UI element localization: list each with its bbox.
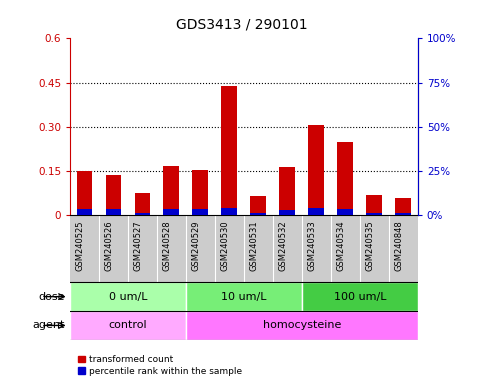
Bar	[280, 167, 296, 215]
Text: GDS3413 / 290101: GDS3413 / 290101	[176, 17, 307, 31]
Text: 0 um/L: 0 um/L	[109, 291, 147, 302]
Bar	[222, 208, 238, 215]
Text: GSM240848: GSM240848	[394, 220, 403, 271]
Text: GSM240532: GSM240532	[278, 220, 287, 271]
Text: GSM240533: GSM240533	[307, 220, 316, 271]
Text: 10 um/L: 10 um/L	[221, 291, 267, 302]
Bar	[222, 86, 238, 215]
Text: GSM240526: GSM240526	[104, 220, 114, 271]
Text: GSM240529: GSM240529	[191, 220, 200, 271]
Bar	[309, 125, 325, 215]
Bar	[164, 167, 180, 215]
Bar	[193, 170, 209, 215]
Bar	[106, 209, 122, 215]
Bar	[396, 213, 412, 215]
Text: GSM240530: GSM240530	[220, 220, 229, 271]
Text: GSM240525: GSM240525	[75, 220, 85, 271]
Bar	[309, 208, 325, 215]
Bar	[186, 282, 302, 311]
Bar	[186, 311, 418, 340]
Bar	[367, 195, 383, 215]
Bar	[135, 193, 151, 215]
Text: control: control	[109, 320, 147, 331]
Bar	[193, 209, 209, 215]
Text: GSM240531: GSM240531	[249, 220, 258, 271]
Bar	[302, 282, 418, 311]
Bar	[338, 209, 354, 215]
Bar	[338, 142, 354, 215]
Bar	[77, 172, 93, 215]
Bar	[77, 209, 93, 215]
Text: 100 um/L: 100 um/L	[334, 291, 386, 302]
Bar	[70, 282, 186, 311]
Bar	[367, 213, 383, 215]
Bar	[70, 311, 186, 340]
Bar	[251, 196, 267, 215]
Bar	[280, 210, 296, 215]
Text: homocysteine: homocysteine	[263, 320, 341, 331]
Text: GSM240527: GSM240527	[133, 220, 142, 271]
Text: GSM240528: GSM240528	[162, 220, 171, 271]
Text: GSM240535: GSM240535	[365, 220, 374, 271]
Bar	[164, 209, 180, 215]
Bar	[396, 198, 412, 215]
Bar	[251, 213, 267, 215]
Text: dose: dose	[39, 291, 65, 302]
Bar	[106, 175, 122, 215]
Text: agent: agent	[33, 320, 65, 331]
Text: GSM240534: GSM240534	[336, 220, 345, 271]
Legend: transformed count, percentile rank within the sample: transformed count, percentile rank withi…	[74, 352, 246, 379]
Bar	[135, 213, 151, 215]
